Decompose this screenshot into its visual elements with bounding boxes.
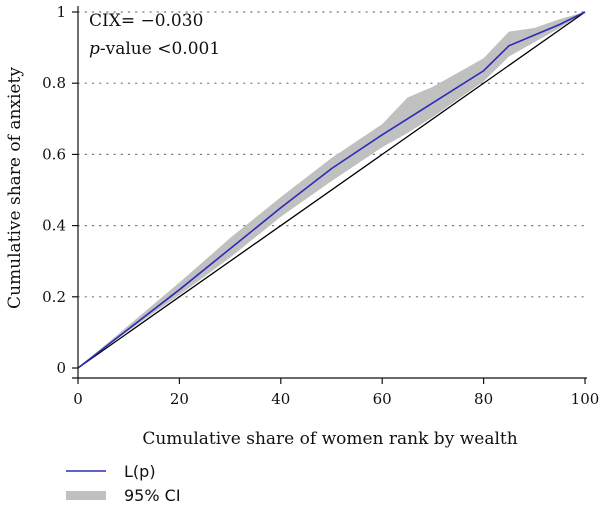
- pvalue-text: -value <0.001: [100, 39, 220, 59]
- x-tick-label-4: 80: [474, 390, 493, 408]
- y-tick-label-0: 0: [56, 359, 66, 377]
- x-tick-label-0: 0: [73, 390, 83, 408]
- y-tick-label-2: 0.4: [42, 217, 66, 235]
- legend-swatch-ci: [66, 491, 106, 500]
- x-axis-title: Cumulative share of women rank by wealth: [142, 429, 517, 449]
- x-tick-label-2: 40: [271, 390, 290, 408]
- tick-labels: 0 0.2 0.4 0.6 0.8 1 0 20 40 60 80 100: [42, 3, 599, 408]
- x-tick-label-1: 20: [170, 390, 189, 408]
- concentration-curve-line: [77, 11, 586, 369]
- legend-label-ci: 95% CI: [124, 486, 181, 505]
- y-tick-label-4: 0.8: [42, 74, 66, 92]
- legend-label-lp: L(p): [124, 462, 156, 481]
- y-tick-label-1: 0.2: [42, 288, 66, 306]
- gridlines: [77, 11, 586, 298]
- series-lines: [77, 11, 586, 369]
- equality-line: [77, 11, 586, 369]
- y-tick-label-5: 1: [56, 3, 66, 21]
- x-tick-label-5: 100: [571, 390, 600, 408]
- y-axis-title: Cumulative share of anxiety: [5, 67, 25, 309]
- legend: L(p) 95% CI: [66, 462, 181, 505]
- cix-annotation: CIX= −0.030: [89, 11, 203, 31]
- pvalue-italic-p: p: [89, 39, 100, 59]
- pvalue-annotation: p-value <0.001: [89, 39, 220, 59]
- axes: [72, 6, 587, 384]
- y-tick-label-3: 0.6: [42, 145, 66, 163]
- x-tick-label-3: 60: [373, 390, 392, 408]
